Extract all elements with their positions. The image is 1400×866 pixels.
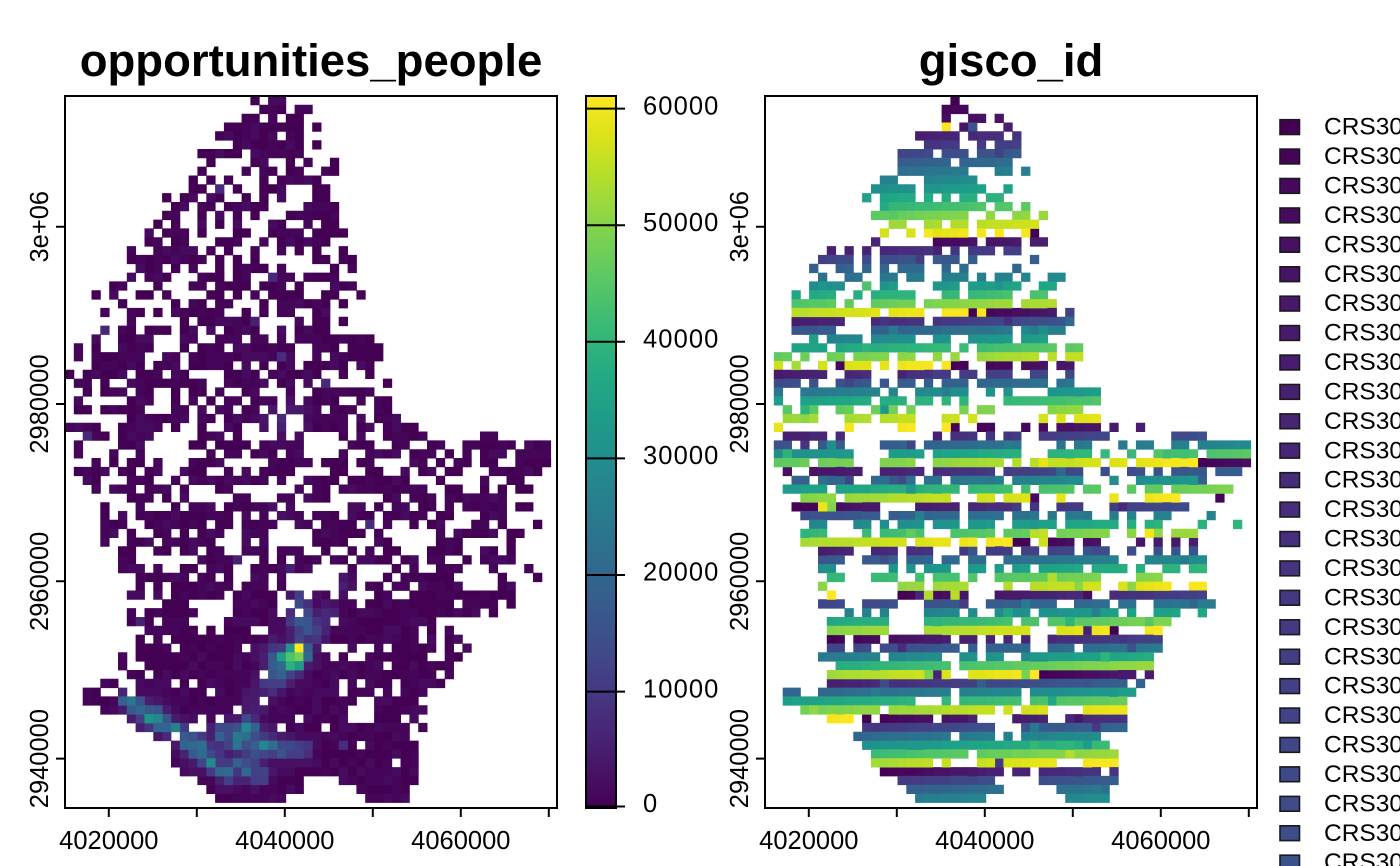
svg-text:2940000: 2940000: [26, 709, 54, 808]
svg-text:CRS30: CRS30: [1324, 143, 1400, 170]
svg-text:40000: 40000: [643, 326, 719, 354]
svg-text:2960000: 2960000: [26, 532, 54, 631]
svg-text:CRS30: CRS30: [1324, 643, 1400, 670]
svg-text:CRS30: CRS30: [1324, 114, 1400, 141]
svg-text:CRS30: CRS30: [1324, 437, 1400, 464]
svg-text:CRS30: CRS30: [1324, 496, 1400, 523]
svg-text:CRS30: CRS30: [1324, 467, 1400, 494]
svg-text:CRS30: CRS30: [1324, 173, 1400, 200]
svg-text:CRS30: CRS30: [1324, 290, 1400, 317]
svg-text:2980000: 2980000: [26, 354, 54, 453]
svg-text:CRS30: CRS30: [1324, 231, 1400, 258]
svg-text:CRS30: CRS30: [1324, 732, 1400, 759]
svg-text:CRS30: CRS30: [1324, 261, 1400, 288]
svg-text:opportunities_people: opportunities_people: [80, 35, 543, 86]
svg-text:CRS30: CRS30: [1324, 849, 1400, 866]
svg-text:CRS30: CRS30: [1324, 349, 1400, 376]
svg-text:CRS30: CRS30: [1324, 790, 1400, 817]
svg-text:CRS30: CRS30: [1324, 673, 1400, 700]
svg-text:CRS30: CRS30: [1324, 408, 1400, 435]
svg-text:4040000: 4040000: [235, 827, 334, 855]
svg-text:30000: 30000: [643, 442, 719, 470]
svg-text:50000: 50000: [643, 209, 719, 237]
svg-text:0: 0: [643, 790, 658, 818]
svg-text:2980000: 2980000: [726, 354, 754, 453]
svg-text:10000: 10000: [643, 675, 719, 703]
svg-text:4060000: 4060000: [1111, 827, 1210, 855]
svg-text:CRS30: CRS30: [1324, 820, 1400, 847]
svg-text:CRS30: CRS30: [1324, 584, 1400, 611]
svg-text:60000: 60000: [643, 92, 719, 120]
svg-text:3e+06: 3e+06: [26, 191, 54, 263]
svg-text:CRS30: CRS30: [1324, 555, 1400, 582]
svg-text:CRS30: CRS30: [1324, 614, 1400, 641]
svg-text:CRS30: CRS30: [1324, 526, 1400, 553]
svg-text:CRS30: CRS30: [1324, 702, 1400, 729]
svg-text:3e+06: 3e+06: [726, 191, 754, 263]
svg-text:2940000: 2940000: [726, 709, 754, 808]
svg-text:CRS30: CRS30: [1324, 202, 1400, 229]
svg-text:4020000: 4020000: [59, 827, 158, 855]
svg-text:4040000: 4040000: [935, 827, 1034, 855]
svg-text:CRS30: CRS30: [1324, 320, 1400, 347]
svg-text:20000: 20000: [643, 559, 719, 587]
svg-text:CRS30: CRS30: [1324, 379, 1400, 406]
svg-text:CRS30: CRS30: [1324, 761, 1400, 788]
svg-text:4020000: 4020000: [759, 827, 858, 855]
svg-text:gisco_id: gisco_id: [919, 35, 1104, 86]
svg-text:2960000: 2960000: [726, 532, 754, 631]
svg-text:4060000: 4060000: [411, 827, 510, 855]
